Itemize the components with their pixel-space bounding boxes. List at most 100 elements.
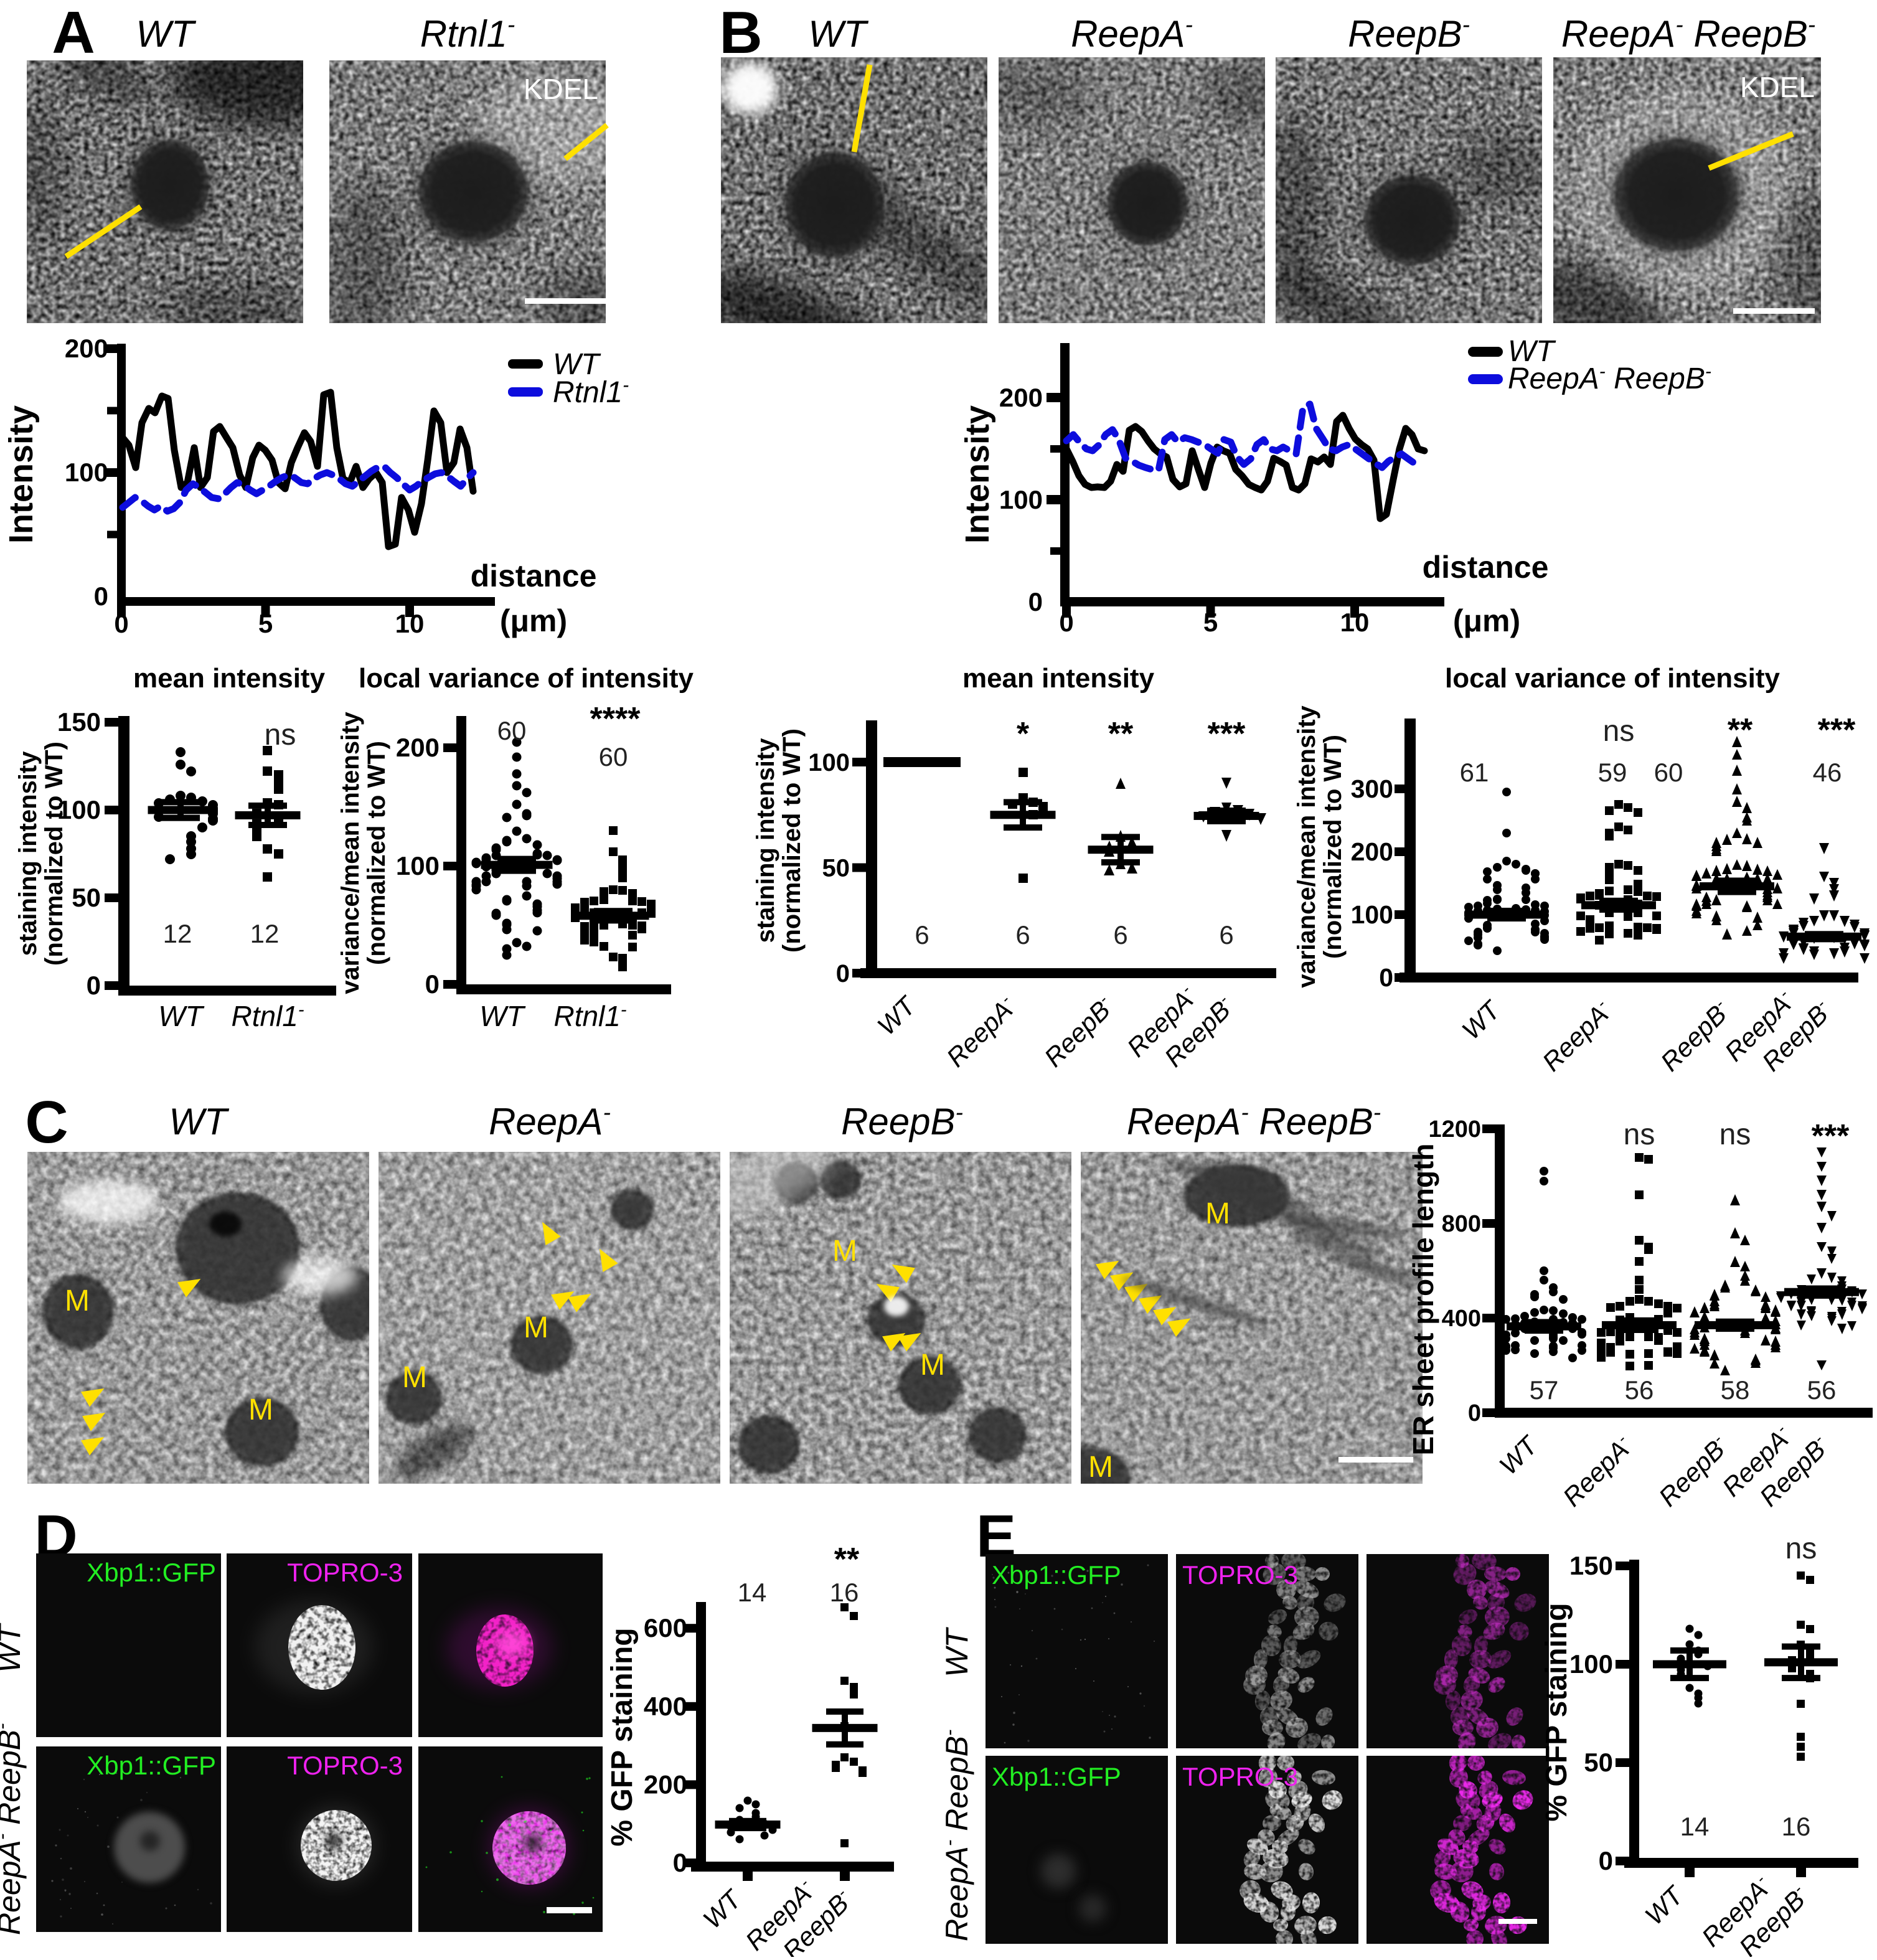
svg-text:Rtnl1-​: Rtnl1-​ bbox=[553, 375, 629, 409]
svg-text:0: 0 bbox=[1028, 587, 1043, 616]
svg-text:Xbp1::GFP: Xbp1::GFP bbox=[87, 1558, 216, 1587]
svg-text:mean intensity: mean intensity bbox=[962, 663, 1155, 694]
svg-text:200: 200 bbox=[1351, 837, 1393, 866]
svg-text:ReepA-​ ReepB-​: ReepA-​ ReepB-​ bbox=[1127, 1100, 1381, 1143]
svg-text:**: ** bbox=[1728, 712, 1753, 748]
svg-text:100: 100 bbox=[57, 795, 101, 824]
svg-text:***: *** bbox=[1818, 712, 1856, 748]
svg-text:59: 59 bbox=[1598, 758, 1627, 787]
svg-text:C: C bbox=[25, 1089, 68, 1156]
svg-text:M: M bbox=[65, 1284, 90, 1317]
svg-text:100: 100 bbox=[396, 851, 440, 880]
svg-text:ReepA-​ ReepB-​: ReepA-​ ReepB-​ bbox=[938, 1730, 974, 1941]
svg-text:56: 56 bbox=[1625, 1375, 1654, 1405]
svg-text:% GFP staining: % GFP staining bbox=[606, 1628, 639, 1846]
svg-text:ns: ns bbox=[1719, 1118, 1751, 1151]
svg-text:M: M bbox=[832, 1235, 857, 1268]
svg-text:5: 5 bbox=[1203, 608, 1218, 637]
svg-text:150: 150 bbox=[1569, 1551, 1613, 1580]
svg-text:0: 0 bbox=[673, 1848, 687, 1877]
svg-text:distance: distance bbox=[1423, 550, 1549, 585]
svg-text:0: 0 bbox=[1599, 1846, 1613, 1875]
svg-text:6: 6 bbox=[1219, 920, 1233, 949]
svg-text:ReepA-​: ReepA-​ bbox=[489, 1100, 611, 1143]
svg-text:60: 60 bbox=[1654, 758, 1683, 787]
svg-text:60: 60 bbox=[497, 716, 527, 745]
svg-text:(normalized to WT): (normalized to WT) bbox=[1319, 735, 1347, 959]
svg-text:(μm): (μm) bbox=[1453, 603, 1520, 638]
svg-text:0: 0 bbox=[94, 582, 108, 611]
svg-text:400: 400 bbox=[644, 1692, 687, 1721]
svg-text:12: 12 bbox=[163, 919, 192, 948]
svg-text:200: 200 bbox=[999, 383, 1043, 412]
svg-text:1200: 1200 bbox=[1428, 1116, 1481, 1143]
svg-text:KDEL: KDEL bbox=[524, 73, 598, 105]
svg-text:10: 10 bbox=[395, 609, 425, 638]
svg-text:10: 10 bbox=[1340, 608, 1370, 637]
svg-text:0: 0 bbox=[1059, 608, 1073, 637]
svg-text:0: 0 bbox=[1468, 1400, 1481, 1426]
svg-text:ns: ns bbox=[1624, 1118, 1655, 1151]
svg-text:WT: WT bbox=[939, 1627, 974, 1677]
svg-text:M: M bbox=[1205, 1197, 1230, 1230]
svg-text:KDEL: KDEL bbox=[1740, 71, 1815, 103]
svg-text:Rtnl1-​: Rtnl1-​ bbox=[231, 1000, 304, 1032]
svg-text:TOPRO-3: TOPRO-3 bbox=[287, 1558, 403, 1587]
svg-text:0: 0 bbox=[1379, 963, 1393, 992]
svg-text:200: 200 bbox=[644, 1769, 687, 1799]
svg-text:ReepA-​ ReepB-​: ReepA-​ ReepB-​ bbox=[0, 1723, 27, 1935]
svg-text:(normalized to WT): (normalized to WT) bbox=[778, 728, 806, 953]
svg-text:300: 300 bbox=[1351, 775, 1393, 803]
svg-text:WT: WT bbox=[0, 1623, 27, 1673]
svg-text:WT: WT bbox=[1508, 335, 1556, 368]
svg-text:150: 150 bbox=[57, 707, 101, 737]
svg-text:M: M bbox=[1088, 1451, 1113, 1484]
svg-text:50: 50 bbox=[72, 883, 101, 912]
svg-text:100: 100 bbox=[999, 485, 1043, 514]
svg-text:ns: ns bbox=[265, 719, 296, 751]
svg-text:***: *** bbox=[1812, 1118, 1850, 1154]
svg-text:50: 50 bbox=[1584, 1748, 1613, 1777]
svg-text:5: 5 bbox=[258, 609, 273, 638]
svg-text:distance: distance bbox=[471, 558, 597, 593]
svg-text:ns: ns bbox=[1785, 1532, 1817, 1565]
svg-text:TOPRO-3: TOPRO-3 bbox=[1182, 1560, 1298, 1590]
svg-text:****: **** bbox=[590, 701, 641, 737]
svg-text:100: 100 bbox=[1569, 1649, 1613, 1679]
svg-text:Xbp1::GFP: Xbp1::GFP bbox=[992, 1762, 1121, 1791]
svg-text:0: 0 bbox=[836, 960, 850, 987]
svg-text:ReepA-​ ReepB-​: ReepA-​ ReepB-​ bbox=[1561, 12, 1815, 55]
svg-text:***: *** bbox=[1208, 716, 1246, 752]
svg-text:0: 0 bbox=[114, 609, 128, 638]
svg-text:0: 0 bbox=[425, 969, 440, 999]
svg-text:staining intensity: staining intensity bbox=[14, 751, 42, 956]
svg-text:variance/mean intensity: variance/mean intensity bbox=[337, 711, 364, 994]
svg-text:46: 46 bbox=[1813, 758, 1842, 787]
svg-text:M: M bbox=[524, 1311, 548, 1344]
svg-text:6: 6 bbox=[1113, 920, 1127, 949]
svg-text:WT: WT bbox=[808, 13, 869, 55]
svg-text:6: 6 bbox=[915, 920, 929, 949]
svg-text:(normalized to WT): (normalized to WT) bbox=[363, 741, 390, 965]
svg-text:14: 14 bbox=[1680, 1812, 1710, 1841]
svg-text:56: 56 bbox=[1807, 1375, 1837, 1405]
svg-text:50: 50 bbox=[822, 855, 850, 882]
svg-text:60: 60 bbox=[599, 742, 628, 771]
svg-text:100: 100 bbox=[65, 458, 108, 487]
svg-text:61: 61 bbox=[1460, 758, 1489, 787]
svg-text:ReepB-​: ReepB-​ bbox=[1348, 12, 1470, 55]
svg-text:14: 14 bbox=[738, 1578, 767, 1607]
svg-text:A: A bbox=[52, 0, 95, 66]
svg-text:200: 200 bbox=[396, 733, 440, 762]
svg-text:TOPRO-3: TOPRO-3 bbox=[1182, 1762, 1298, 1791]
svg-text:(μm): (μm) bbox=[500, 603, 567, 638]
svg-text:ns: ns bbox=[1603, 715, 1635, 748]
svg-text:12: 12 bbox=[250, 919, 280, 948]
svg-text:Xbp1::GFP: Xbp1::GFP bbox=[87, 1751, 216, 1780]
svg-text:mean intensity: mean intensity bbox=[133, 663, 326, 694]
svg-text:ReepA-​: ReepA-​ bbox=[1071, 12, 1193, 55]
svg-text:16: 16 bbox=[830, 1578, 859, 1607]
svg-text:100: 100 bbox=[808, 749, 850, 776]
svg-text:ReepA-​ ReepB-​: ReepA-​ ReepB-​ bbox=[1508, 361, 1711, 395]
svg-text:Rtnl1-​: Rtnl1-​ bbox=[553, 1000, 626, 1032]
